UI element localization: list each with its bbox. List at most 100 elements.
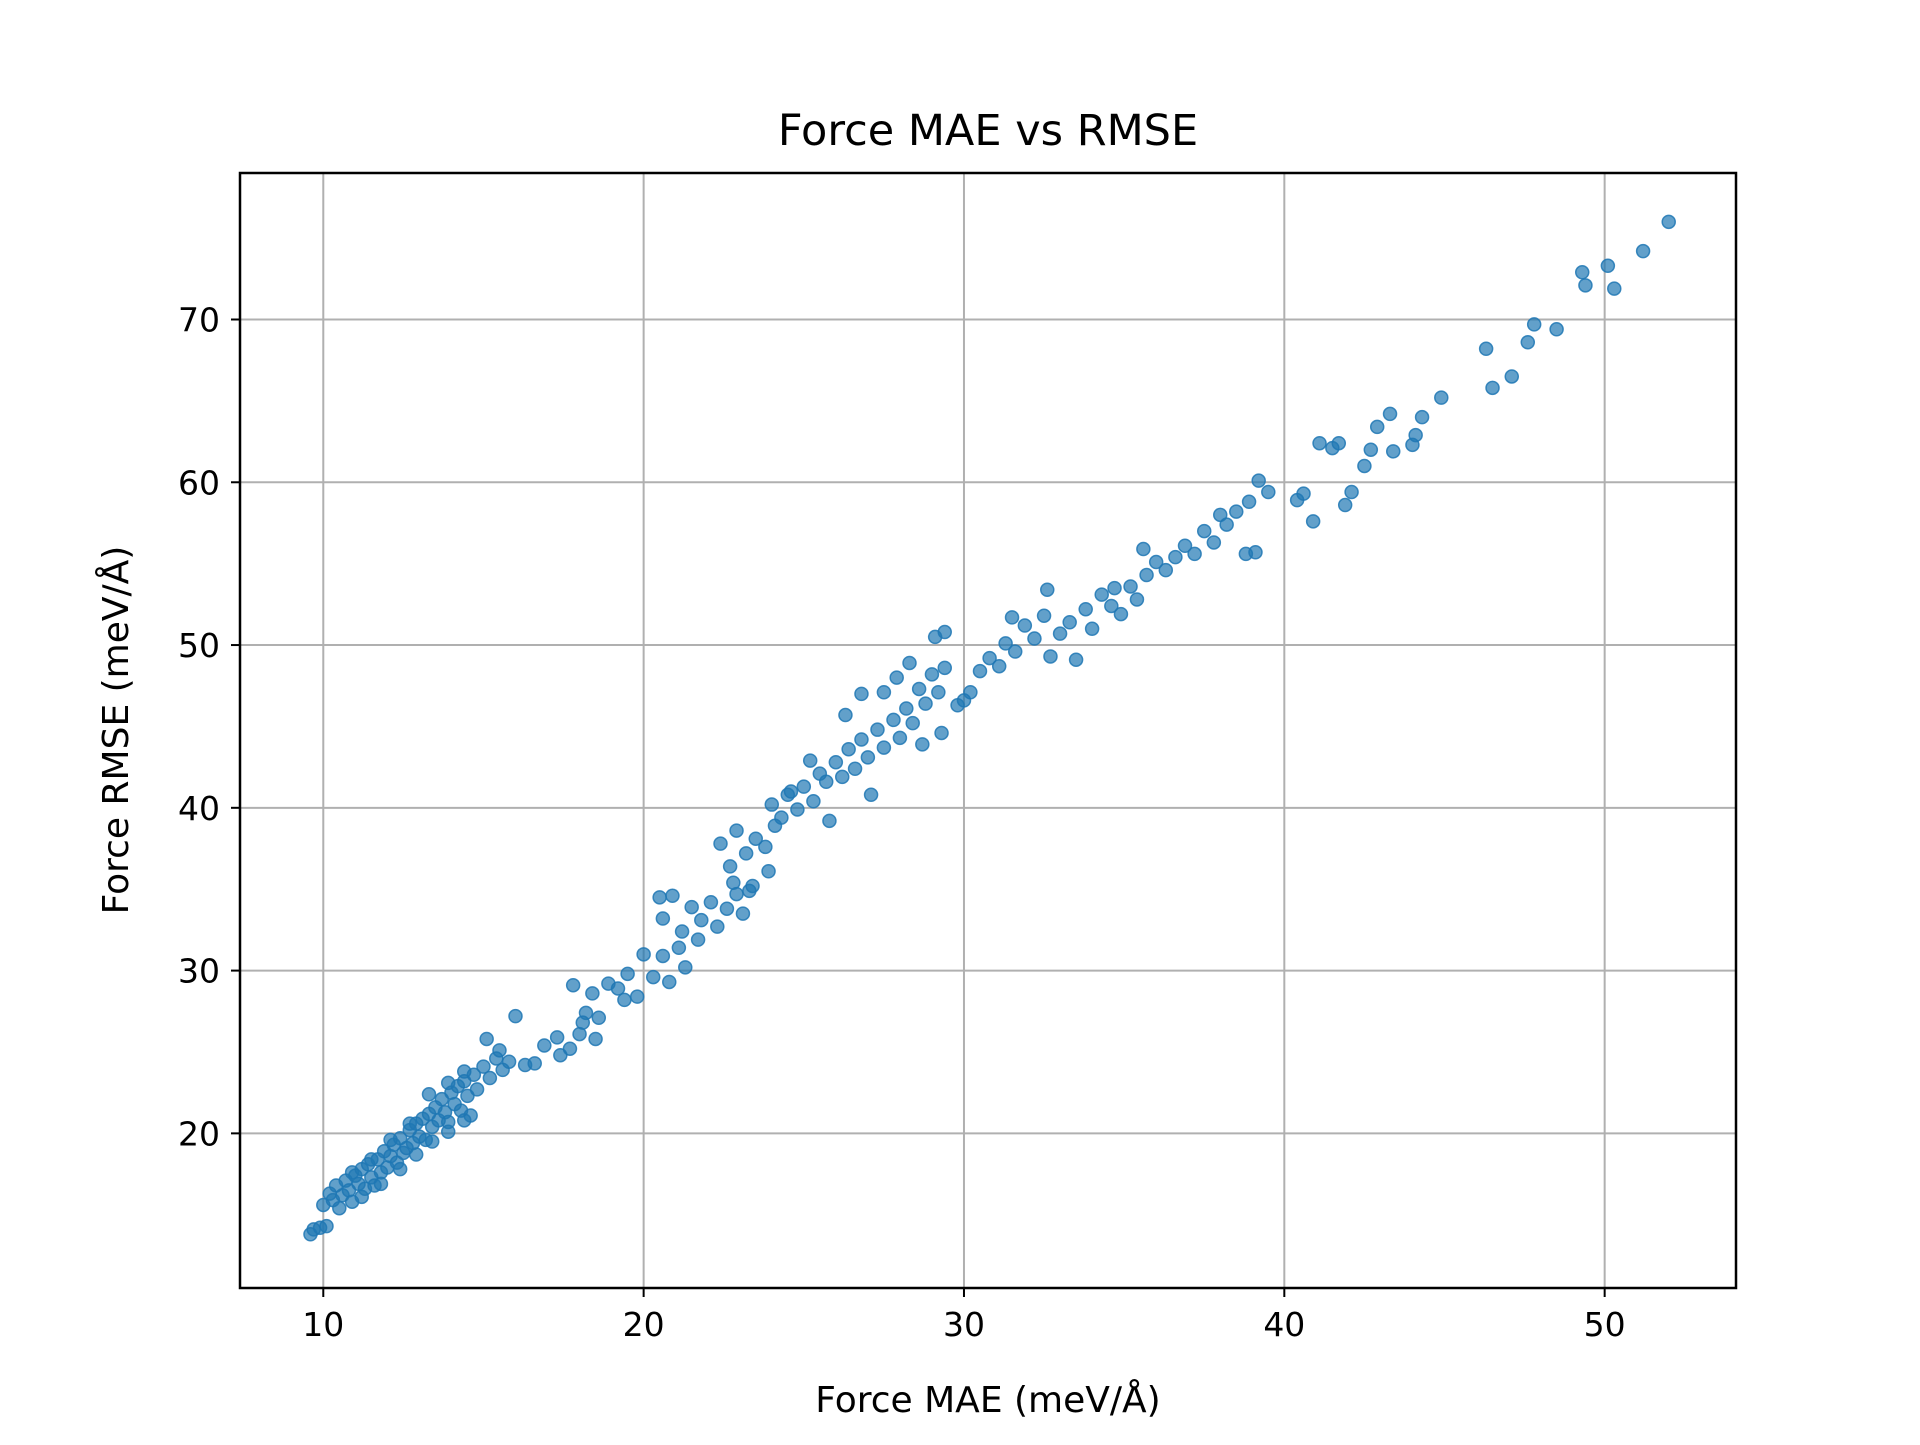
data-point [838,707,853,723]
y-tick-label: 50 [178,626,220,665]
x-axis-label: Force MAE (meV/Å) [815,1378,1160,1421]
data-point [1478,341,1494,357]
data-point [998,636,1013,651]
data-point [1241,494,1257,510]
data-point [1261,484,1276,500]
chart-title: Force MAE vs RMSE [778,106,1198,156]
data-point [1434,390,1449,405]
data-point [636,947,651,962]
data-point [722,859,738,874]
data-point [703,894,719,910]
data-point [735,906,751,921]
data-point [1305,514,1321,529]
data-point [982,650,997,666]
data-point [1043,649,1058,664]
data-point [1007,644,1023,659]
data-point [1578,278,1593,293]
x-tick-label: 30 [943,1305,985,1344]
y-tick-label: 40 [178,789,220,828]
data-point [863,787,879,803]
data-point [549,1030,565,1045]
data-point [610,981,626,996]
x-tick-label: 40 [1263,1305,1305,1344]
data-point [1248,545,1263,560]
data-point [924,667,940,682]
data-point [1219,517,1234,532]
data-point [745,878,760,894]
data-point [694,912,709,928]
data-point [870,722,885,737]
data-point [508,1008,523,1024]
data-point [1600,258,1616,274]
data-point [424,1134,440,1149]
data-point [847,761,863,777]
data-point [1123,579,1138,594]
data-point [402,1116,418,1131]
data-point [1113,606,1129,622]
data-point [1635,243,1651,259]
data-point [899,701,914,716]
data-point [392,1161,408,1177]
y-tick-label: 20 [178,1114,220,1153]
data-point [1036,608,1052,623]
data-point [319,1218,334,1234]
data-point [1168,549,1183,565]
data-point [1331,435,1347,451]
y-axis-label: Force RMSE (meV/Å) [94,546,137,915]
data-point [1027,631,1042,646]
data-point [1312,435,1327,451]
data-point [1107,580,1122,596]
data-point [758,839,773,855]
y-tick-label: 30 [178,952,220,991]
data-point [937,624,953,640]
data-point [492,1043,507,1058]
data-point [1251,473,1266,488]
data-point [767,818,783,833]
data-point [479,1031,494,1047]
data-point [1177,538,1193,554]
data-point [1408,427,1423,443]
data-point [860,750,876,765]
data-point [354,1189,369,1205]
data-point [1062,615,1077,630]
data-point [1414,409,1430,425]
data-point [408,1147,424,1162]
data-point [854,686,869,702]
data-point [684,899,699,915]
data-point [678,960,693,975]
plot-frame [238,171,1738,1290]
data-point [1094,587,1109,602]
data-point [373,1176,389,1192]
data-point [1139,567,1154,583]
data-point [876,740,892,755]
data-point [796,779,812,794]
data-point [719,901,735,916]
data-point [1344,484,1359,500]
data-point [1084,621,1100,637]
data-point [476,1059,491,1074]
data-point [482,1070,498,1086]
data-point [1104,598,1119,614]
data-point [364,1152,379,1167]
data-point [1158,562,1174,578]
data-point [1574,265,1590,280]
data-point [828,754,844,770]
data-point [1129,592,1145,607]
data-point [1068,652,1084,667]
data-point [1187,546,1202,562]
data-point [905,715,920,731]
data-point [1607,281,1622,296]
data-point [729,823,744,838]
grid [240,173,1736,1288]
data-point [818,774,834,790]
data-point [332,1200,347,1216]
data-point [1385,444,1401,459]
data-point [1337,497,1353,513]
data-point [645,969,661,985]
data-point [918,696,933,711]
data-point [790,802,805,817]
data-points [303,214,1676,1242]
x-tick-label: 20 [623,1305,665,1344]
data-point [1357,458,1372,474]
